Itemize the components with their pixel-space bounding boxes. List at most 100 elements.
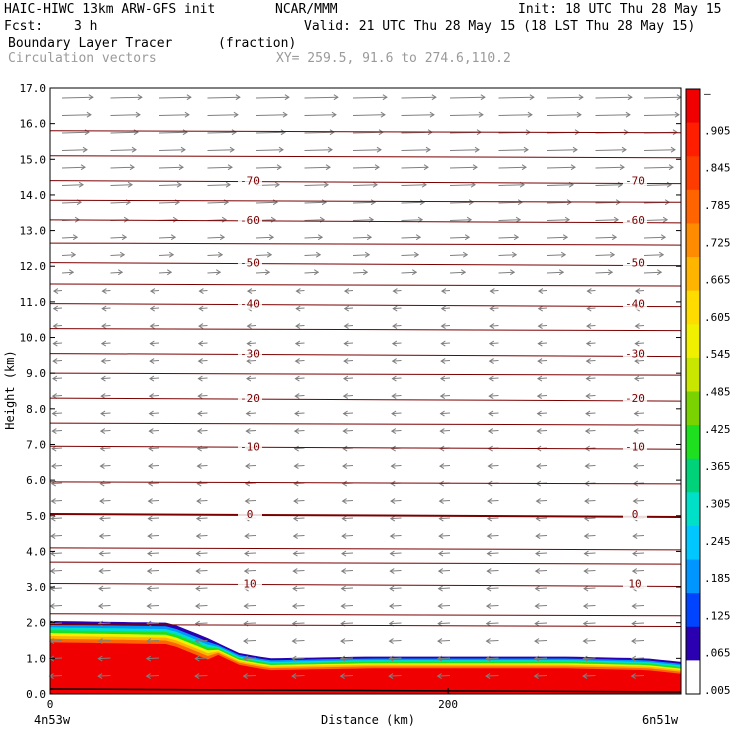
- wind-vector-head: [52, 358, 58, 365]
- contour-label: 0: [247, 508, 254, 521]
- wind-vector: [255, 236, 274, 239]
- wind-vector: [110, 166, 135, 169]
- wind-vector-head: [293, 498, 299, 505]
- wind-vector: [53, 342, 63, 345]
- contour-label-bg: [623, 507, 647, 520]
- wind-vector: [150, 342, 160, 345]
- wind-vector-head: [291, 638, 297, 645]
- wind-vector: [244, 605, 257, 607]
- x-tick-label: 200: [438, 698, 458, 711]
- wind-vector-head: [486, 533, 492, 540]
- wind-vector: [585, 430, 596, 432]
- wind-vector: [489, 412, 499, 415]
- wind-vector: [643, 166, 674, 169]
- wind-vector: [292, 605, 305, 607]
- wind-vector-head: [195, 515, 202, 522]
- colorbar-swatch: [686, 492, 700, 527]
- contour-line: [49, 547, 682, 551]
- wind-vector: [341, 605, 354, 607]
- wind-vector-head: [97, 620, 103, 627]
- wind-vector: [98, 605, 111, 607]
- wind-vector-head: [537, 375, 543, 382]
- wind-vector: [255, 166, 282, 169]
- wind-vector-head: [294, 340, 301, 347]
- wind-vector-head: [536, 463, 542, 470]
- wind-vector: [449, 184, 476, 186]
- wind-vector: [390, 552, 402, 555]
- wind-vector-head: [137, 94, 143, 101]
- wind-vector-head: [146, 568, 153, 575]
- wind-vector: [633, 535, 645, 537]
- wind-vector: [643, 184, 672, 186]
- wind-vector-head: [233, 111, 239, 118]
- colorbar-label: .545: [704, 348, 731, 361]
- plot-frame: [49, 87, 682, 695]
- wind-vector: [295, 325, 305, 327]
- colorbar-swatch: [686, 156, 700, 191]
- wind-vector: [61, 166, 86, 169]
- wind-vector: [197, 447, 208, 450]
- wind-vector-head: [340, 568, 347, 575]
- wind-vector: [498, 254, 517, 256]
- wind-vector-head: [611, 234, 618, 241]
- wind-vector: [149, 395, 160, 397]
- wind-vector-head: [529, 94, 535, 101]
- wind-vector-head: [180, 146, 186, 153]
- wind-vector-head: [149, 375, 155, 382]
- wind-vector-head: [284, 94, 290, 101]
- wind-vector: [245, 465, 257, 467]
- wind-vector-head: [489, 288, 495, 295]
- wind-vector-head: [431, 94, 437, 101]
- wind-vector: [437, 675, 451, 677]
- wind-vector: [439, 535, 451, 537]
- wind-vector-head: [488, 358, 494, 365]
- wind-vector: [52, 447, 63, 450]
- wind-vector: [643, 96, 681, 99]
- wind-vector-head: [537, 340, 543, 347]
- wind-vector: [51, 465, 63, 467]
- wind-vector: [294, 465, 305, 467]
- wind-vector-head: [535, 533, 541, 540]
- wind-vector: [389, 657, 402, 660]
- wind-vector: [99, 570, 111, 572]
- wind-vector: [150, 290, 160, 292]
- wind-vector: [341, 622, 354, 625]
- wind-vector-head: [583, 533, 589, 540]
- contour-label: -70: [240, 175, 260, 188]
- wind-vector: [147, 587, 160, 590]
- wind-vector: [489, 377, 499, 380]
- wind-vector-head: [534, 603, 540, 610]
- wind-vector-head: [374, 164, 380, 171]
- wind-vector-head: [52, 323, 58, 330]
- wind-vector: [246, 377, 257, 380]
- wind-vector-head: [147, 498, 153, 505]
- wind-vector-head: [343, 358, 349, 365]
- wind-vector: [304, 219, 325, 221]
- wind-vector-head: [172, 216, 179, 223]
- wind-vector-head: [149, 305, 155, 312]
- wind-vector: [110, 149, 137, 151]
- wind-vector: [340, 657, 354, 660]
- wind-vector: [352, 131, 383, 134]
- wind-vector: [546, 149, 578, 151]
- wind-vector: [255, 271, 270, 274]
- contour-line: [49, 242, 682, 246]
- wind-vector: [61, 96, 93, 99]
- wind-vector-head: [341, 498, 347, 505]
- wind-vector: [488, 465, 499, 467]
- wind-vector-head: [197, 358, 203, 365]
- wind-vector-head: [68, 269, 75, 276]
- colorbar-label: .005: [704, 684, 731, 697]
- wind-vector: [643, 219, 668, 221]
- wind-vector: [352, 236, 372, 239]
- wind-vector: [583, 622, 596, 625]
- wind-vector: [392, 377, 402, 380]
- wind-vector-head: [227, 164, 233, 171]
- y-tick-label: 1.0: [26, 652, 46, 665]
- wind-vector: [490, 307, 499, 310]
- wind-vector: [392, 395, 402, 397]
- wind-vector: [401, 184, 427, 186]
- wind-vector-head: [196, 498, 202, 505]
- wind-vector: [534, 675, 548, 677]
- wind-vector: [536, 465, 548, 467]
